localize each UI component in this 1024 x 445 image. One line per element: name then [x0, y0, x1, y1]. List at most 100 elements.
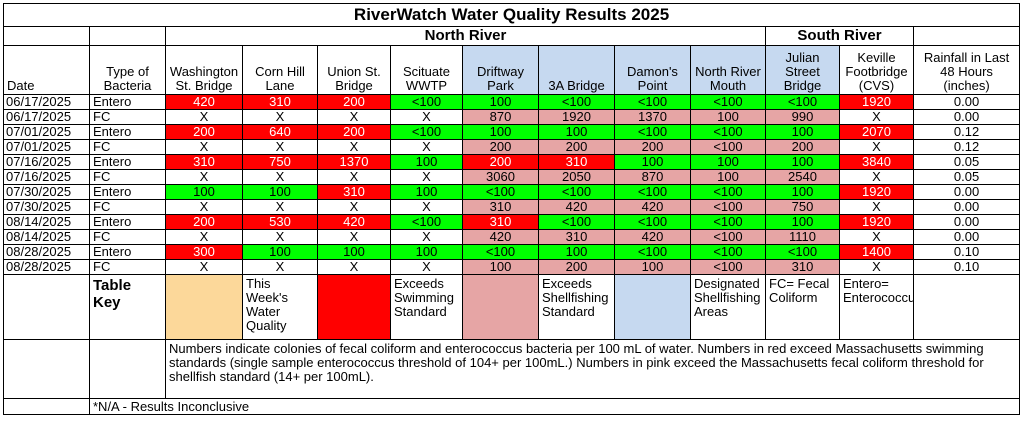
cell-value: 2540 — [765, 169, 840, 185]
cell-value: 870 — [614, 169, 691, 185]
cell-value: 310 — [462, 199, 539, 215]
cell-value: 200 — [614, 139, 691, 155]
cell-value: 990 — [765, 109, 840, 125]
cell-date: 07/16/2025 — [3, 154, 90, 170]
cell-value: <100 — [690, 259, 766, 275]
cell-value: X — [390, 109, 463, 125]
cell-value: <100 — [765, 94, 840, 110]
cell-value: 420 — [317, 214, 391, 230]
cell-rainfall: 0.10 — [912, 259, 1021, 275]
table-row: 07/01/2025 Entero 200 640 200 <100 100 100 <100 <… — [3, 124, 1021, 140]
notes-row: Numbers indicate colonies of fecal colif… — [3, 339, 1021, 399]
cell-value: 1370 — [317, 154, 391, 170]
table-row: 08/28/2025 FC X X X X 100 200 100 <100 310 X 0.10 — [3, 259, 1021, 275]
cell-date: 06/17/2025 — [3, 94, 90, 110]
cell-value: 200 — [165, 214, 243, 230]
key-spacer — [3, 274, 90, 340]
cell-value: X — [317, 169, 391, 185]
cell-date: 08/28/2025 — [3, 259, 90, 275]
cell-value: 420 — [462, 229, 539, 245]
cell-value: 200 — [165, 124, 243, 140]
cell-bacteria-type: Entero — [89, 124, 166, 140]
cell-rainfall: 0.12 — [912, 124, 1021, 140]
cell-value: X — [165, 229, 243, 245]
notes-spacer — [89, 339, 166, 399]
cell-value: <100 — [690, 214, 766, 230]
footnote-spacer — [3, 398, 90, 415]
cell-rainfall: 0.05 — [912, 154, 1021, 170]
cell-value: 100 — [165, 184, 243, 200]
key-swatch-swimming — [317, 274, 391, 340]
table-key-title: Table Key — [89, 274, 166, 340]
cell-rainfall: 0.00 — [912, 229, 1021, 245]
cell-value: 200 — [462, 139, 539, 155]
col-header-3a-bridge: 3A Bridge — [538, 45, 615, 95]
cell-value: <100 — [538, 214, 615, 230]
table-row: 07/30/2025 FC X X X X 310 420 420 <100 750 X 0.00 — [3, 199, 1021, 215]
key-label-shellfishing: Exceeds Shellfishing Standard — [538, 274, 615, 340]
table-row: 07/16/2025 Entero 310 750 1370 100 200 310 100 10… — [3, 154, 1021, 170]
cell-value: 200 — [317, 124, 391, 140]
cell-value: 2050 — [538, 169, 615, 185]
cell-value: <100 — [690, 184, 766, 200]
footnote-text: *N/A - Results Inconclusive — [88, 398, 1021, 415]
cell-value: 3840 — [839, 154, 914, 170]
cell-value: <100 — [614, 184, 691, 200]
cell-value: 750 — [765, 199, 840, 215]
cell-bacteria-type: FC — [89, 229, 166, 245]
cell-value: <100 — [390, 214, 463, 230]
cell-value: <100 — [538, 184, 615, 200]
table-row: 08/28/2025 Entero 300 100 100 100 <100 100 <100 <… — [3, 244, 1021, 260]
cell-date: 08/28/2025 — [3, 244, 90, 260]
cell-value: 100 — [462, 259, 539, 275]
region-spacer — [3, 26, 90, 46]
table-row: 08/14/2025 FC X X X X 420 310 420 <100 1110 X 0.00 — [3, 229, 1021, 245]
cell-value: 200 — [462, 154, 539, 170]
key-label-designated: Designated Shellfishing Areas — [690, 274, 766, 340]
cell-rainfall: 0.00 — [912, 214, 1021, 230]
cell-value: 3060 — [462, 169, 539, 185]
cell-value: <100 — [614, 94, 691, 110]
cell-value: 100 — [242, 244, 318, 260]
notes-spacer — [3, 339, 90, 399]
cell-value: 200 — [538, 139, 615, 155]
cell-value: 100 — [765, 184, 840, 200]
cell-bacteria-type: FC — [89, 259, 166, 275]
cell-bacteria-type: FC — [89, 199, 166, 215]
cell-date: 07/30/2025 — [3, 184, 90, 200]
cell-value: <100 — [690, 244, 766, 260]
key-label-fecal-coliform: FC= Fecal Coliform — [765, 274, 840, 340]
cell-value: X — [242, 169, 318, 185]
col-header-corn-hill: Corn Hill Lane — [242, 45, 318, 95]
cell-value: 530 — [242, 214, 318, 230]
cell-value: 100 — [390, 244, 463, 260]
cell-value: 100 — [390, 154, 463, 170]
col-header-julian-street: Julian Street Bridge — [765, 45, 840, 95]
cell-value: 100 — [538, 244, 615, 260]
notes-text: Numbers indicate colonies of fecal colif… — [164, 339, 1021, 399]
water-quality-table: RiverWatch Water Quality Results 2025 No… — [2, 3, 1021, 415]
col-header-north-river-mouth: North River Mouth — [690, 45, 766, 95]
table-key-row: Table Key This Week's Water Quality Exce… — [3, 274, 1021, 340]
key-swatch-shellfishing — [462, 274, 539, 340]
cell-value: 200 — [538, 259, 615, 275]
cell-value: 100 — [765, 214, 840, 230]
col-header-driftway: Driftway Park — [462, 45, 539, 95]
cell-value: 100 — [690, 154, 766, 170]
cell-value: 310 — [242, 94, 318, 110]
key-spacer — [912, 274, 1021, 340]
col-header-damons-point: Damon's Point — [614, 45, 691, 95]
cell-date: 07/16/2025 — [3, 169, 90, 185]
cell-rainfall: 0.00 — [912, 184, 1021, 200]
cell-value: X — [390, 229, 463, 245]
cell-value: 100 — [242, 184, 318, 200]
table-row: 07/30/2025 Entero 100 100 310 100 <100 <100 <100… — [3, 184, 1021, 200]
cell-value: <100 — [690, 139, 766, 155]
cell-value: 310 — [317, 184, 391, 200]
cell-value: 100 — [538, 124, 615, 140]
cell-value: <100 — [390, 94, 463, 110]
cell-value: 1920 — [839, 214, 914, 230]
cell-value: 420 — [165, 94, 243, 110]
cell-value: 200 — [765, 139, 840, 155]
cell-value: X — [390, 199, 463, 215]
